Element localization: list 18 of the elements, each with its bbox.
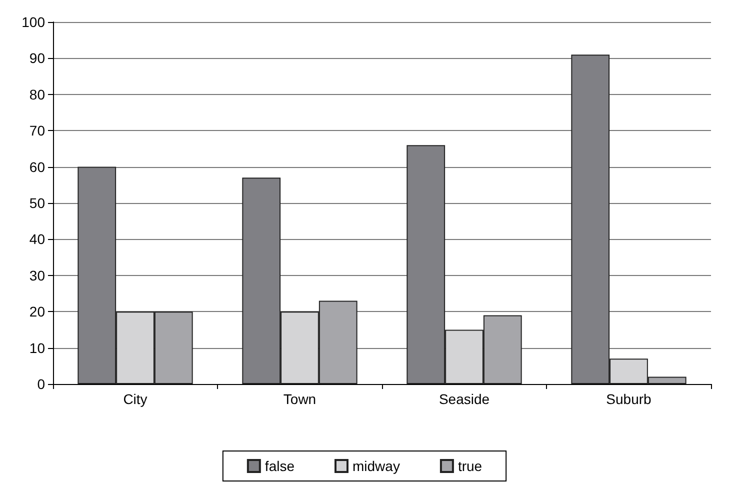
x-tick-label: Town	[283, 391, 316, 407]
y-tick-label: 50	[29, 195, 46, 211]
y-tick-label: 100	[22, 14, 46, 30]
legend-label: midway	[352, 458, 400, 474]
y-tick-label: 20	[29, 304, 46, 320]
y-tick-label: 0	[37, 376, 46, 392]
y-tick-label: 30	[29, 267, 46, 284]
y-tick-label: 40	[29, 231, 46, 248]
y-tick-label: 60	[29, 158, 46, 175]
legend-label: false	[264, 458, 295, 474]
y-tick-label: 80	[29, 86, 46, 102]
legend-label: true	[458, 458, 482, 474]
y-tick-label: 10	[29, 340, 46, 356]
y-tick-label: 70	[29, 122, 46, 139]
y-tick-label: 90	[29, 50, 46, 66]
x-tick-label: Suburb	[606, 391, 652, 407]
x-tick-label: City	[123, 391, 148, 407]
x-tick-label: Seaside	[438, 391, 490, 407]
